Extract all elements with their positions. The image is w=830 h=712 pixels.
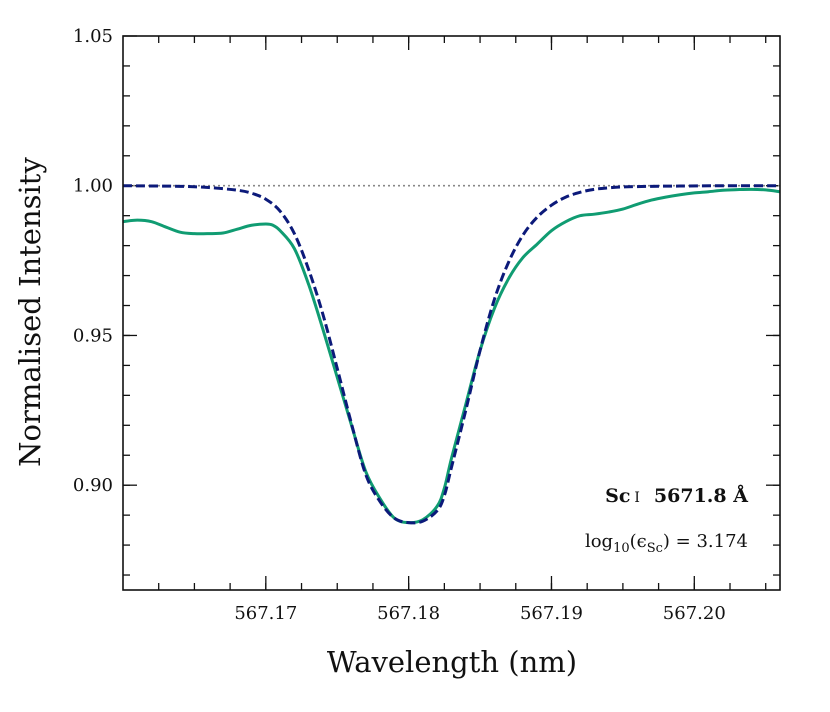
y-tick-label: 0.95	[73, 325, 113, 346]
annotation-wavelength: 5671.8 Å	[654, 484, 748, 507]
x-tick-label: 567.17	[234, 603, 297, 624]
plot-frame	[122, 35, 781, 591]
annotation-line-label: Sc I 5671.8 Å	[605, 484, 748, 507]
y-tick-label: 1.05	[73, 26, 113, 47]
annotation-element: Sc	[605, 485, 630, 507]
abundance-prefix: log	[585, 531, 613, 552]
x-tick-label: 567.20	[663, 603, 726, 624]
x-tick-label: 567.19	[520, 603, 583, 624]
y-tick-label: 1.00	[73, 176, 113, 197]
model-profile-line	[122, 184, 781, 525]
series-layer	[122, 184, 781, 525]
abundance-species: Sc	[647, 541, 663, 556]
annotation-box: Sc I 5671.8 Å log10(ϵSc) = 3.174	[585, 484, 748, 556]
x-tick-label: 567.18	[377, 603, 440, 624]
x-axis-title: Wavelength (nm)	[327, 645, 577, 679]
abundance-suffix: ) = 3.174	[663, 531, 748, 552]
y-tick-label: 0.90	[73, 475, 113, 496]
y-axis-title: Normalised Intensity	[13, 157, 47, 467]
observed-profile-line	[122, 187, 781, 525]
abundance-open: (ϵ	[630, 531, 647, 552]
annotation-ion: I	[634, 490, 640, 506]
abundance-base: 10	[613, 541, 630, 556]
tick-labels: 567.17 567.18 567.19 567.20 0.90 0.95 1.00 1.05	[73, 26, 726, 624]
annotation-abundance: log10(ϵSc) = 3.174	[585, 531, 748, 556]
